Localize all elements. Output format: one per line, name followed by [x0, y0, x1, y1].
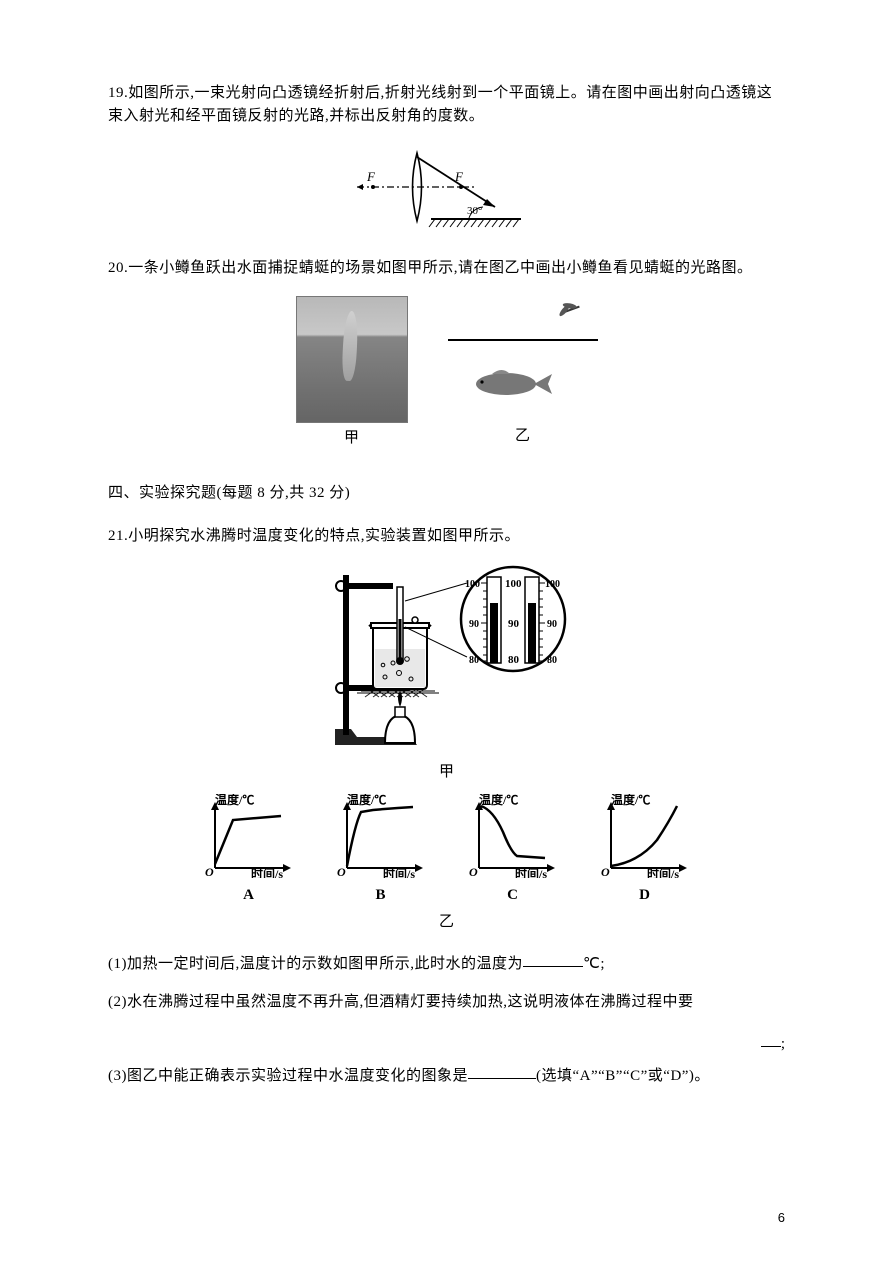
blank-absorb[interactable]: [761, 1031, 781, 1047]
q21-apparatus-figure: 100 90 80 100 90 80 100 90 80: [108, 557, 785, 757]
graph-B: 温度/℃ O 时间/s B: [331, 794, 431, 907]
fish-icon: [476, 370, 552, 395]
blank-temp[interactable]: [523, 951, 583, 967]
svg-text:时间/s: 时间/s: [251, 866, 283, 878]
svg-text:80: 80: [547, 655, 557, 666]
graph-C: 温度/℃ O 时间/s C: [463, 794, 563, 907]
caption-jia: 甲: [344, 427, 359, 450]
section4-heading: 四、实验探究题(每题 8 分,共 32 分): [108, 482, 785, 505]
q21-sub2-tail: ;: [781, 1036, 785, 1052]
svg-text:90: 90: [547, 619, 557, 630]
q21-graphs: 温度/℃ O 时间/s A 温度/℃ O 时间/s B: [108, 794, 785, 907]
q21-sub2-tail-line: ;: [108, 1032, 785, 1056]
svg-text:80: 80: [469, 655, 479, 666]
svg-text:O: O: [205, 865, 214, 878]
graph-D-label: D: [639, 884, 650, 907]
mirror-hatching: [429, 219, 519, 227]
q19-figure: F F 30°: [108, 139, 785, 235]
page-number: 6: [778, 1208, 785, 1228]
caption-apparatus: 甲: [108, 761, 785, 784]
graph-B-label: B: [375, 884, 385, 907]
q21-sub1: (1)加热一定时间后,温度计的示数如图甲所示,此时水的温度为 ℃;: [108, 952, 785, 976]
graph-A-label: A: [243, 884, 254, 907]
svg-text:80: 80: [508, 654, 520, 666]
F-left-label: F: [366, 169, 376, 184]
svg-text:90: 90: [469, 619, 479, 630]
graph-D: 温度/℃ O 时间/s D: [595, 794, 695, 907]
svg-text:100: 100: [545, 579, 560, 590]
graph-C-label: C: [507, 884, 518, 907]
blank-choice[interactable]: [468, 1063, 536, 1079]
q21-sub3-suffix: (选填“A”“B”“C”或“D”)。: [536, 1068, 710, 1084]
q21-sub3-prefix: (3)图乙中能正确表示实验过程中水温度变化的图象是: [108, 1068, 468, 1084]
q21-sub1-suffix: ℃;: [583, 956, 605, 972]
q20-text: 20.一条小鳟鱼跃出水面捕捉蜻蜓的场景如图甲所示,请在图乙中画出小鳟鱼看见蜻蜓的…: [108, 257, 785, 280]
q21-sub1-prefix: (1)加热一定时间后,温度计的示数如图甲所示,此时水的温度为: [108, 956, 523, 972]
svg-text:O: O: [337, 865, 346, 878]
lens-mirror-diagram: F F 30°: [347, 139, 547, 235]
fish-diagram-yi: [448, 296, 598, 421]
svg-text:100: 100: [465, 579, 480, 590]
fish-photo-jia: [296, 296, 408, 423]
svg-text:温度/℃: 温度/℃: [347, 794, 386, 807]
svg-text:O: O: [601, 865, 610, 878]
svg-text:时间/s: 时间/s: [647, 866, 679, 878]
q21-intro: 21.小明探究水沸腾时温度变化的特点,实验装置如图甲所示。: [108, 525, 785, 548]
svg-text:温度/℃: 温度/℃: [215, 794, 254, 807]
caption-yi: 乙: [515, 425, 530, 448]
page: 19.如图所示,一束光射向凸透镜经折射后,折射光线射到一个平面镜上。请在图中画出…: [0, 0, 893, 1262]
angle-30-label: 30°: [467, 205, 482, 217]
svg-text:温度/℃: 温度/℃: [611, 794, 650, 807]
caption-graphs: 乙: [108, 911, 785, 934]
q19-text: 19.如图所示,一束光射向凸透镜经折射后,折射光线射到一个平面镜上。请在图中画出…: [108, 82, 785, 129]
graph-A: 温度/℃ O 时间/s A: [199, 794, 299, 907]
svg-text:温度/℃: 温度/℃: [479, 794, 518, 807]
svg-text:O: O: [469, 865, 478, 878]
q21-sub3: (3)图乙中能正确表示实验过程中水温度变化的图象是 (选填“A”“B”“C”或“D…: [108, 1064, 785, 1088]
q21-sub2: (2)水在沸腾过程中虽然温度不再升高,但酒精灯要持续加热,这说明液体在沸腾过程中…: [108, 991, 785, 1014]
svg-text:100: 100: [505, 578, 522, 590]
svg-text:90: 90: [508, 618, 520, 630]
svg-text:时间/s: 时间/s: [515, 866, 547, 878]
q20-figure: 甲: [108, 290, 785, 456]
svg-text:时间/s: 时间/s: [383, 866, 415, 878]
